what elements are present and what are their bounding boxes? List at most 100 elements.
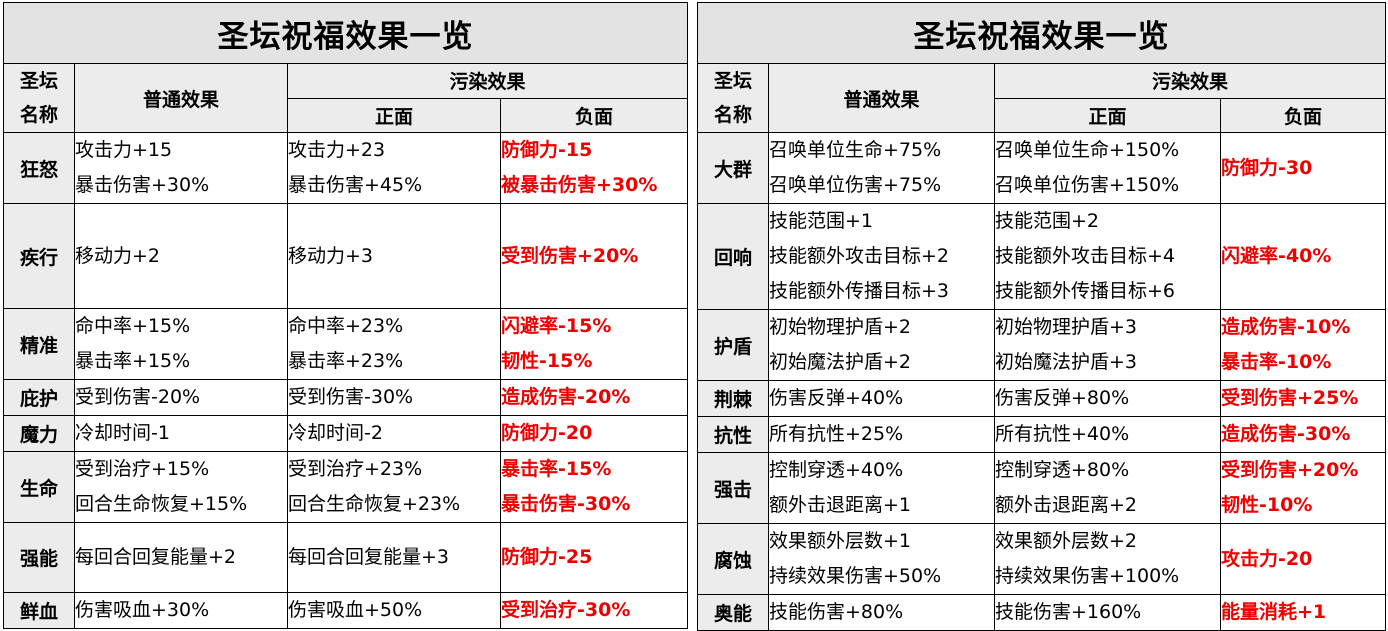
normal-effect-line: 伤害吸血+30%: [75, 599, 210, 621]
negative-effect-cell: 受到治疗-30%: [500, 592, 688, 629]
header-name-line2: 名称: [19, 104, 58, 126]
normal-effect-line: 召唤单位生命+75%: [769, 139, 942, 161]
positive-effect-cell: 召唤单位生命+150% 召唤单位伤害+150%: [994, 132, 1221, 204]
normal-effect-cell: 效果额外层数+1 持续效果伤害+50%: [768, 523, 995, 595]
positive-effect-line: 技能额外传播目标+6: [995, 280, 1176, 302]
normal-effect-line: 攻击力+15: [75, 139, 173, 161]
negative-effect-line: 韧性-15%: [501, 350, 593, 372]
negative-effect-line: 受到治疗-30%: [501, 599, 631, 621]
normal-effect-line: 技能范围+1: [769, 210, 874, 232]
normal-effect-line: 初始魔法护盾+2: [769, 351, 912, 373]
positive-effect-line: 持续效果伤害+100%: [995, 565, 1180, 587]
altar-name: 精准: [3, 308, 75, 380]
altar-name: 大群: [697, 132, 769, 204]
normal-effect-cell: 受到治疗+15% 回合生命恢复+15%: [74, 451, 288, 523]
altar-name: 奥能: [697, 594, 769, 631]
positive-effect-line: 攻击力+23: [288, 139, 386, 161]
negative-effect-line: 能量消耗+1: [1221, 601, 1327, 623]
positive-effect-line: 暴击伤害+45%: [288, 174, 423, 196]
negative-effect-cell: 造成伤害-30%: [1220, 416, 1386, 453]
header-positive: 正面: [994, 97, 1221, 133]
header-normal-effect: 普通效果: [768, 63, 995, 133]
negative-effect-cell: 闪避率-40%: [1220, 203, 1386, 310]
table-title: 圣坛祝福效果一览: [3, 2, 688, 64]
table-row: 魔力 冷却时间-1 冷却时间-2 防御力-20: [3, 415, 688, 452]
normal-effect-cell: 召唤单位生命+75% 召唤单位伤害+75%: [768, 132, 995, 204]
altar-name: 魔力: [3, 415, 75, 452]
normal-effect-cell: 每回合回复能量+2: [74, 522, 288, 593]
table-row: 回响 技能范围+1 技能额外攻击目标+2 技能额外传播目标+3 技能范围+2 技能额外攻击…: [697, 203, 1386, 310]
normal-effect-line: 技能伤害+80%: [769, 601, 904, 623]
negative-effect-line: 攻击力-20: [1221, 547, 1313, 570]
normal-effect-cell: 伤害反弹+40%: [768, 380, 995, 417]
normal-effect-cell: 控制穿透+40% 额外击退距离+1: [768, 452, 995, 524]
table-row: 鲜血 伤害吸血+30% 伤害吸血+50% 受到治疗-30%: [3, 592, 688, 629]
table-row: 疾行 移动力+2 移动力+3 受到伤害+20%: [3, 203, 688, 309]
altar-name: 抗性: [697, 416, 769, 453]
positive-effect-line: 每回合回复能量+3: [288, 546, 450, 568]
positive-effect-cell: 每回合回复能量+3: [287, 522, 501, 593]
normal-effect-line: 伤害反弹+40%: [769, 387, 904, 409]
positive-effect-line: 控制穿透+80%: [995, 459, 1130, 481]
negative-effect-line: 受到伤害+20%: [501, 244, 639, 267]
negative-effect-line: 韧性-10%: [1221, 494, 1313, 516]
positive-effect-cell: 受到伤害-30%: [287, 379, 501, 416]
positive-effect-cell: 技能伤害+160%: [994, 594, 1221, 631]
header-negative: 负面: [1220, 97, 1386, 133]
positive-effect-line: 移动力+3: [288, 244, 374, 267]
positive-effect-cell: 初始物理护盾+3 初始魔法护盾+3: [994, 309, 1221, 381]
negative-effect-cell: 造成伤害-20%: [500, 379, 688, 416]
negative-effect-line: 防御力-15: [501, 139, 593, 161]
negative-effect-line: 暴击伤害-30%: [501, 493, 631, 515]
altar-name: 狂怒: [3, 132, 75, 204]
positive-effect-line: 初始物理护盾+3: [995, 316, 1138, 338]
table-row: 奥能 技能伤害+80% 技能伤害+160% 能量消耗+1: [697, 594, 1386, 631]
normal-effect-line: 召唤单位伤害+75%: [769, 174, 942, 196]
positive-effect-cell: 伤害吸血+50%: [287, 592, 501, 629]
positive-effect-cell: 技能范围+2 技能额外攻击目标+4 技能额外传播目标+6: [994, 203, 1221, 310]
altar-name: 回响: [697, 203, 769, 310]
normal-effect-line: 额外击退距离+1: [769, 494, 912, 516]
normal-effect-cell: 伤害吸血+30%: [74, 592, 288, 629]
header-polluted-effect: 污染效果: [287, 63, 688, 99]
header-altar-name: 圣坛 名称: [3, 63, 75, 133]
negative-effect-line: 闪避率-40%: [1221, 245, 1332, 267]
negative-effect-line: 暴击率-10%: [1221, 351, 1332, 373]
altar-name: 庇护: [3, 379, 75, 416]
negative-effect-cell: 造成伤害-10% 暴击率-10%: [1220, 309, 1386, 381]
blessing-table-right: 圣坛祝福效果一览 圣坛 名称 普通效果 污染效果 正面 负面 大群 召唤单位生命+…: [697, 2, 1386, 631]
positive-effect-line: 受到伤害-30%: [288, 386, 414, 408]
positive-effect-line: 召唤单位生命+150%: [995, 139, 1180, 161]
negative-effect-line: 受到伤害+20%: [1221, 459, 1359, 481]
negative-effect-line: 防御力-20: [501, 422, 593, 444]
table-row: 精准 命中率+15% 暴击率+15% 命中率+23% 暴击率+23% 闪避率-15% 韧性-…: [3, 308, 688, 380]
negative-effect-cell: 受到伤害+20% 韧性-10%: [1220, 452, 1386, 524]
altar-name: 疾行: [3, 203, 75, 309]
header-positive: 正面: [287, 97, 501, 133]
negative-effect-cell: 防御力-30: [1220, 132, 1386, 204]
negative-effect-line: 造成伤害-10%: [1221, 316, 1351, 338]
positive-effect-cell: 所有抗性+40%: [994, 416, 1221, 453]
negative-effect-cell: 暴击率-15% 暴击伤害-30%: [500, 451, 688, 523]
header-normal-effect: 普通效果: [74, 63, 288, 133]
negative-effect-line: 造成伤害-20%: [501, 386, 631, 408]
positive-effect-cell: 命中率+23% 暴击率+23%: [287, 308, 501, 380]
negative-effect-line: 闪避率-15%: [501, 315, 612, 337]
table-title: 圣坛祝福效果一览: [697, 2, 1386, 64]
header-altar-name: 圣坛 名称: [697, 63, 769, 133]
normal-effect-cell: 技能伤害+80%: [768, 594, 995, 631]
negative-effect-cell: 受到伤害+20%: [500, 203, 688, 309]
negative-effect-line: 防御力-25: [501, 546, 593, 568]
negative-effect-cell: 防御力-20: [500, 415, 688, 452]
normal-effect-line: 持续效果伤害+50%: [769, 565, 942, 587]
normal-effect-cell: 命中率+15% 暴击率+15%: [74, 308, 288, 380]
positive-effect-line: 效果额外层数+2: [995, 530, 1138, 552]
normal-effect-line: 暴击率+15%: [75, 350, 191, 372]
positive-effect-line: 技能额外攻击目标+4: [995, 245, 1176, 267]
positive-effect-cell: 控制穿透+80% 额外击退距离+2: [994, 452, 1221, 524]
normal-effect-line: 效果额外层数+1: [769, 530, 912, 552]
table-row: 大群 召唤单位生命+75% 召唤单位伤害+75% 召唤单位生命+150% 召唤单位伤害+…: [697, 132, 1386, 204]
positive-effect-line: 召唤单位伤害+150%: [995, 174, 1180, 196]
header-name-line1: 圣坛: [19, 70, 58, 92]
positive-effect-line: 额外击退距离+2: [995, 494, 1138, 516]
